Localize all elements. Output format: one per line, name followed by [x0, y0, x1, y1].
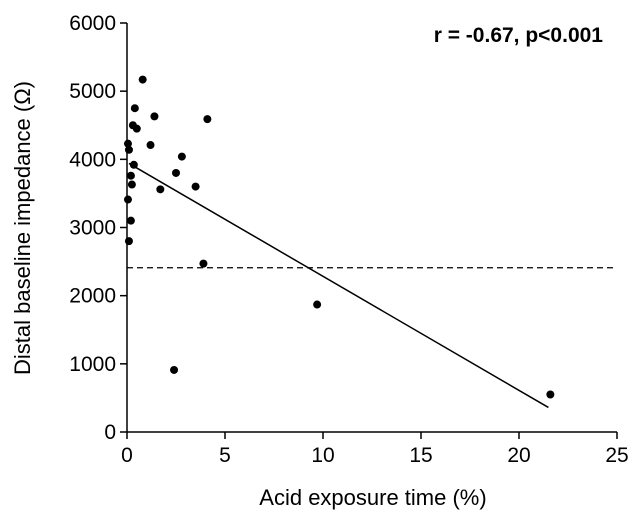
x-tick-label: 5: [219, 444, 231, 467]
data-point: [203, 115, 212, 124]
regression-line: [128, 162, 549, 409]
x-tick-label: 0: [121, 444, 133, 467]
y-tick-label: 3000: [69, 217, 116, 240]
data-point: [127, 180, 136, 189]
y-tick-label: 2000: [69, 285, 116, 308]
x-tick-label: 20: [507, 444, 530, 467]
y-tick-label: 6000: [69, 12, 116, 35]
y-axis-label: Distal baseline impedance (Ω): [10, 81, 35, 375]
data-point: [126, 216, 135, 225]
y-tick-label: 1000: [69, 353, 116, 376]
data-point: [124, 237, 133, 246]
data-point: [123, 139, 132, 148]
chart-labels: Acid exposure time (%) Distal baseline i…: [10, 24, 603, 510]
data-point: [126, 171, 135, 180]
data-point: [172, 168, 180, 177]
data-point: [132, 124, 141, 133]
x-axis-label: Acid exposure time (%): [259, 485, 486, 510]
y-tick-label: 4000: [69, 148, 116, 171]
data-point: [150, 112, 159, 121]
trend-lines: [127, 162, 617, 409]
x-tick-label: 10: [311, 444, 334, 467]
y-tick-label: 5000: [69, 80, 116, 103]
data-point: [124, 145, 133, 154]
data-point: [177, 152, 186, 161]
data-point: [146, 141, 155, 150]
data-point: [130, 104, 139, 113]
x-tick-label: 15: [409, 444, 432, 467]
data-point: [546, 390, 555, 399]
data-point: [199, 259, 208, 268]
data-point: [313, 300, 322, 309]
data-point: [156, 185, 165, 194]
data-point: [170, 365, 179, 374]
data-point: [129, 160, 138, 169]
data-point: [191, 182, 200, 191]
data-points: [123, 75, 555, 399]
x-tick-label: 25: [605, 444, 628, 467]
y-tick-label: 0: [104, 421, 116, 444]
axes: 0 1000 2000 3000 4000 5000 6000 0 5 10 15 20 25: [69, 12, 628, 467]
correlation-annotation: r = -0.67, p<0.001: [434, 24, 604, 47]
data-point: [123, 195, 132, 204]
data-point: [138, 75, 147, 84]
